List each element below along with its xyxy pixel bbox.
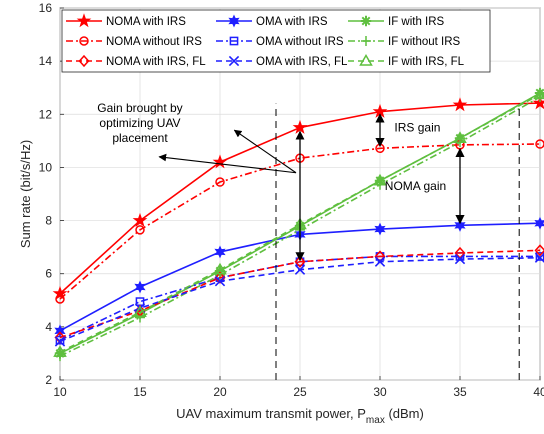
data-point bbox=[133, 305, 147, 317]
legend-label: OMA with IRS bbox=[256, 16, 328, 28]
legend-label: OMA with IRS, FL bbox=[256, 56, 348, 68]
data-point bbox=[534, 216, 544, 230]
legend-label: NOMA with IRS bbox=[106, 16, 186, 28]
data-point bbox=[214, 245, 226, 259]
data-point bbox=[374, 256, 386, 267]
legend-marker bbox=[360, 15, 372, 27]
data-point bbox=[135, 312, 145, 323]
series-oma-with-irs-fl bbox=[54, 252, 544, 347]
legend-marker bbox=[229, 36, 239, 46]
data-point bbox=[212, 154, 228, 169]
annotation-line: optimizing UAV bbox=[99, 116, 180, 130]
legend-label: IF with IRS bbox=[388, 16, 445, 28]
x-axis-label-unit: (dBm) bbox=[385, 406, 424, 421]
legend-marker bbox=[78, 54, 90, 68]
data-point bbox=[214, 275, 226, 287]
data-point bbox=[135, 225, 145, 235]
y-tick-label: 14 bbox=[39, 54, 53, 68]
x-axis-label-sub: max bbox=[366, 415, 385, 426]
legend-item: NOMA without IRS bbox=[66, 36, 202, 48]
x-tick-label: 30 bbox=[373, 385, 387, 399]
x-tick-label: 10 bbox=[53, 385, 67, 399]
data-point bbox=[535, 139, 544, 149]
legend-label: OMA without IRS bbox=[256, 36, 344, 48]
data-point bbox=[214, 271, 226, 284]
x-axis-label: UAV maximum transmit power, Pmax (dBm) bbox=[176, 406, 424, 426]
legend-item: IF with IRS bbox=[348, 15, 445, 28]
x-axis-label-main: UAV maximum transmit power, P bbox=[176, 406, 366, 421]
legend-item: IF without IRS bbox=[348, 36, 461, 48]
legend-marker bbox=[228, 14, 240, 28]
x-tick-label: 40 bbox=[533, 385, 544, 399]
data-point bbox=[532, 95, 544, 110]
annotation-line: placement bbox=[112, 131, 168, 145]
legend-item: NOMA with IRS bbox=[66, 13, 186, 28]
legend-item: IF with IRS, FL bbox=[348, 54, 465, 68]
legend-item: OMA without IRS bbox=[216, 36, 344, 48]
legend-marker bbox=[361, 36, 371, 46]
data-point bbox=[374, 222, 386, 236]
data-point bbox=[454, 253, 466, 265]
data-point bbox=[132, 212, 148, 227]
legend-box bbox=[61, 9, 491, 73]
x-tick-label: 35 bbox=[453, 385, 467, 399]
series-noma-with-irs bbox=[52, 95, 544, 300]
annotations-group: Gain brought by optimizing UAV placement IR… bbox=[97, 101, 520, 380]
y-tick-label: 8 bbox=[45, 214, 52, 228]
legend-item: NOMA with IRS, FL bbox=[66, 54, 206, 68]
y-tick-label: 6 bbox=[45, 267, 52, 281]
legend-marker bbox=[76, 13, 92, 28]
data-point bbox=[294, 264, 306, 275]
data-point bbox=[373, 173, 387, 186]
data-point bbox=[213, 262, 227, 275]
legend-label: NOMA without IRS bbox=[106, 36, 202, 48]
data-point bbox=[534, 244, 544, 257]
y-tick-label: 10 bbox=[39, 160, 53, 174]
legend-marker bbox=[79, 36, 89, 46]
series-line bbox=[59, 143, 541, 300]
data-point bbox=[54, 336, 66, 347]
data-point bbox=[452, 97, 468, 112]
annotation-line: Gain brought by bbox=[97, 101, 182, 115]
annotation-pointer bbox=[158, 153, 297, 174]
legend-label: NOMA with IRS, FL bbox=[106, 56, 206, 68]
data-point bbox=[533, 87, 544, 100]
y-tick-label: 16 bbox=[39, 1, 53, 15]
annotation-irs-gain: IRS gain bbox=[394, 121, 440, 135]
y-tick-label: 2 bbox=[45, 373, 52, 387]
legend-item: OMA with IRS, FL bbox=[216, 55, 348, 68]
x-tick-label: 25 bbox=[293, 385, 307, 399]
data-point bbox=[52, 285, 68, 300]
x-tick-label: 15 bbox=[133, 385, 147, 399]
legend-label: IF with IRS, FL bbox=[388, 56, 465, 68]
data-point bbox=[134, 280, 146, 294]
y-axis-label: Sum rate (bit/s/Hz) bbox=[18, 140, 33, 248]
legend-marker bbox=[228, 55, 240, 67]
annotation-placement-gain: Gain brought by optimizing UAV placement bbox=[97, 101, 182, 145]
y-tick-label: 12 bbox=[39, 107, 53, 121]
data-point bbox=[453, 131, 467, 143]
y-tick-label: 4 bbox=[45, 320, 52, 334]
data-point bbox=[53, 345, 67, 357]
annotation-pointer bbox=[233, 129, 297, 174]
legend-item: OMA with IRS bbox=[216, 14, 328, 28]
data-point bbox=[215, 177, 225, 187]
x-tick-label: 20 bbox=[213, 385, 227, 399]
legend: NOMA with IRS OMA with IRS IF with IRS NOMA… bbox=[61, 9, 491, 73]
annotation-noma-gain: NOMA gain bbox=[385, 179, 446, 193]
data-point bbox=[454, 218, 466, 232]
data-point bbox=[55, 294, 65, 304]
legend-marker bbox=[359, 54, 373, 66]
data-point bbox=[534, 252, 544, 263]
axis-ticks: 10 15 20 25 30 35 40 2 4 6 8 10 12 14 16 bbox=[39, 1, 544, 399]
legend-label: IF without IRS bbox=[388, 36, 461, 48]
data-point bbox=[292, 119, 308, 134]
series-line bbox=[59, 249, 541, 339]
